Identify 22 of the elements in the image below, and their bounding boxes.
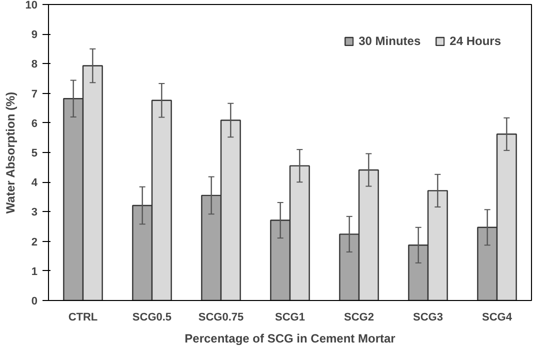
x-tick-label: SCG0.75 [198,312,244,324]
y-tick-label: 6 [31,118,38,130]
y-tick-label: 5 [31,148,38,160]
y-tick-label: 1 [31,266,38,278]
y-tick-label: 2 [31,236,38,248]
y-axis-title: Water Absorption (%) [3,92,18,214]
y-tick-label: 8 [31,58,38,71]
x-tick-label: SCG0.5 [132,312,172,324]
y-tick-label: 9 [31,29,38,42]
y-tick-label: 7 [31,88,38,100]
legend-label: 24 Hours [450,34,501,48]
x-tick-label: SCG4 [482,312,513,324]
x-tick-label: SCG2 [344,312,374,324]
x-axis-title: Percentage of SCG in Cement Mortar [184,332,396,346]
y-tick-label: 10 [25,0,38,12]
x-tick-label: CTRL [68,312,98,324]
x-tick-label: SCG1 [275,312,305,324]
legend-label: 30 Minutes [358,34,421,48]
y-tick-label: 4 [31,177,38,190]
y-tick-label: 3 [31,206,38,219]
y-tick-label: 0 [31,296,38,308]
x-tick-label: SCG3 [413,312,443,324]
